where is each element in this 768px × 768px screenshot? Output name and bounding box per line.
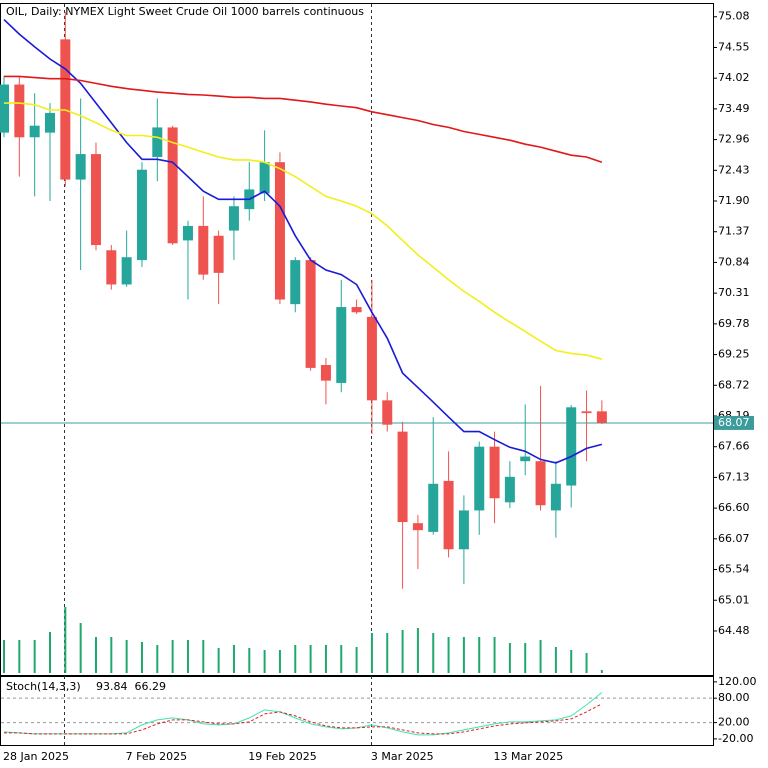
y-tick-label: 66.07 — [718, 532, 750, 545]
y-tick-label: 67.66 — [718, 440, 750, 453]
candle-body — [0, 84, 9, 133]
last-price-box — [714, 415, 754, 430]
candle-body — [428, 483, 439, 532]
candle-body — [412, 523, 423, 531]
stoch-tick-label: 20.00 — [718, 716, 750, 729]
candle-body — [596, 411, 607, 423]
candle-body — [443, 480, 454, 550]
y-tick-label: 71.37 — [718, 225, 750, 238]
y-tick-label: 65.01 — [718, 593, 750, 606]
candle-body — [167, 127, 178, 244]
candle-body — [320, 364, 331, 381]
candle-body — [75, 154, 86, 180]
candle-body — [182, 225, 193, 241]
x-tick-label: 7 Feb 2025 — [126, 750, 187, 763]
stoch-line — [4, 703, 603, 735]
candle-body — [382, 400, 393, 425]
moving-average — [3, 19, 603, 464]
candle-body — [458, 510, 469, 550]
x-tick-label: 3 Mar 2025 — [371, 750, 434, 763]
y-tick-label: 72.43 — [718, 163, 750, 176]
candle-body — [550, 483, 561, 511]
y-tick-label: 64.48 — [718, 624, 750, 637]
stoch-value: 66.29 — [135, 680, 167, 693]
stoch-panel-frame — [0, 676, 714, 746]
candle-body — [336, 307, 347, 383]
candle-body — [44, 112, 55, 133]
candle-body — [106, 250, 117, 285]
stoch-value: 93.84 — [96, 680, 128, 693]
candle-body — [90, 154, 101, 246]
y-tick-label: 69.78 — [718, 317, 750, 330]
candle-body — [290, 260, 301, 305]
y-tick-label: 70.31 — [718, 286, 750, 299]
candle-body — [351, 307, 362, 313]
y-tick-label: 68.72 — [718, 378, 750, 391]
candle-body — [259, 162, 270, 194]
candle-body — [366, 316, 377, 401]
candle-body — [535, 461, 546, 506]
y-tick-label: 74.02 — [718, 71, 750, 84]
candle-body — [581, 411, 592, 414]
candle-body — [397, 431, 408, 523]
y-tick-label: 74.55 — [718, 40, 750, 53]
stoch-tick-label: 80.00 — [718, 691, 750, 704]
x-tick-label: 13 Mar 2025 — [494, 750, 564, 763]
y-tick-label: 69.25 — [718, 348, 750, 361]
x-tick-label: 28 Jan 2025 — [3, 750, 69, 763]
candle-body — [198, 225, 209, 275]
candle-body — [29, 125, 40, 138]
candle-body — [474, 446, 485, 511]
candle-body — [136, 169, 147, 261]
stoch-label: Stoch(14,3,3) — [6, 680, 81, 693]
stoch-tick-label: 120.00 — [718, 675, 757, 688]
moving-average — [4, 75, 603, 163]
x-tick-label: 19 Feb 2025 — [248, 750, 316, 763]
last-price-label: 68.07 — [718, 416, 750, 429]
candle-body — [121, 257, 132, 285]
y-tick-label: 71.90 — [718, 194, 750, 207]
y-tick-label: 65.54 — [718, 563, 750, 576]
candle-body — [213, 235, 224, 273]
candle-body — [152, 127, 163, 157]
stoch-line — [3, 692, 603, 736]
y-tick-label: 67.13 — [718, 470, 750, 483]
chart-title: OIL, Daily: NYMEX Light Sweet Crude Oil … — [6, 5, 364, 18]
y-tick-label: 73.49 — [718, 102, 750, 115]
moving-average — [4, 102, 603, 360]
main-panel-frame — [0, 3, 714, 676]
stoch-tick-label: -20.00 — [718, 732, 753, 745]
y-tick-label: 70.84 — [718, 255, 750, 268]
candle-body — [566, 407, 577, 486]
candle-body — [305, 260, 316, 368]
y-tick-label: 75.08 — [718, 10, 750, 23]
candle-body — [14, 84, 25, 138]
candle-body — [274, 162, 285, 300]
y-tick-label: 72.96 — [718, 133, 750, 146]
candle-body — [228, 206, 239, 231]
candle-body — [504, 476, 515, 503]
candle-body — [489, 446, 500, 499]
candle-body — [520, 456, 531, 462]
y-tick-label: 66.60 — [718, 501, 750, 514]
